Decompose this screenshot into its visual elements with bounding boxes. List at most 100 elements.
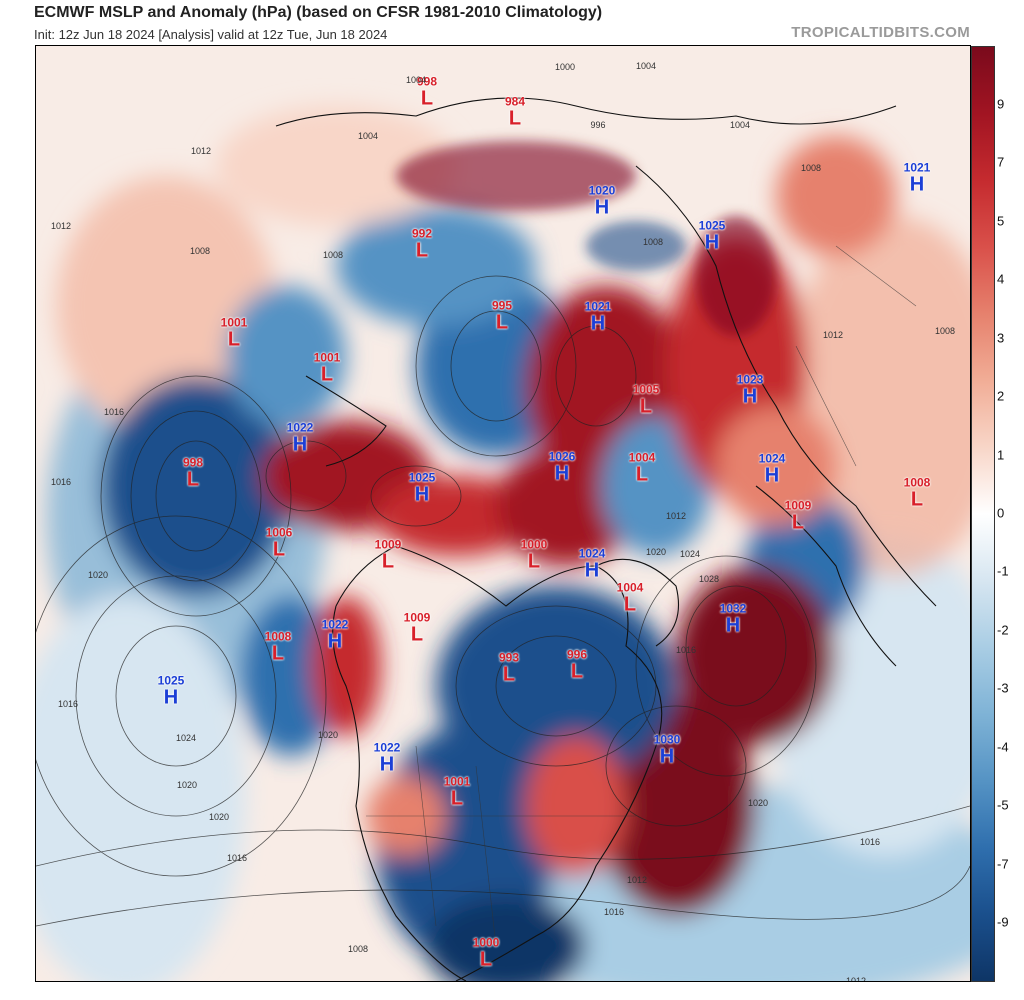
isobar-label: 1020	[87, 570, 109, 580]
pressure-value: 1009	[784, 498, 812, 513]
colorbar-tick-label: 4	[997, 271, 1005, 287]
pressure-value: 993	[498, 650, 520, 665]
isobar-label: 1012	[50, 221, 72, 231]
low-letter: L	[450, 787, 464, 810]
colorbar-tick-label: 7	[997, 154, 1005, 170]
pressure-value: 1025	[157, 673, 185, 688]
pressure-value: 998	[416, 74, 438, 89]
isobar-label: 1008	[934, 326, 956, 336]
isobar-label: 1016	[103, 407, 125, 417]
isobar-label: 1020	[208, 812, 230, 822]
pressure-center-high: 1024 H	[759, 453, 786, 486]
isobar-label: 1004	[729, 120, 751, 130]
isobar-label: 1016	[226, 853, 248, 863]
isobar-label: 1012	[190, 146, 212, 156]
high-letter: H	[594, 196, 610, 219]
isobar-label: 1004	[405, 75, 427, 85]
pressure-center-high: 1020 H	[589, 185, 616, 218]
source-credit: TROPICALTIDBITS.COM	[791, 24, 970, 41]
pressure-value: 1009	[374, 537, 402, 552]
pressure-value: 1006	[265, 525, 293, 540]
pressure-center-high: 1025 H	[409, 472, 436, 505]
high-letter: H	[163, 686, 179, 709]
low-letter: L	[635, 463, 649, 486]
low-letter: L	[381, 550, 395, 573]
low-letter: L	[227, 328, 241, 351]
low-letter: L	[186, 468, 200, 491]
isobar-label: 1024	[175, 733, 197, 743]
pressure-value: 1023	[736, 372, 764, 387]
high-letter: H	[327, 630, 343, 653]
mslp-anomaly-map[interactable]: 998 L 984 L 1020 H 1025 H 1021 H 992 L 995 L 10…	[35, 45, 971, 982]
anomaly-colorbar	[971, 46, 995, 982]
isobar-label: 1016	[57, 699, 79, 709]
pressure-value: 995	[491, 298, 513, 313]
pressure-value: 998	[182, 455, 204, 470]
low-letter: L	[479, 948, 493, 971]
low-letter: L	[639, 395, 653, 418]
pressure-value: 1009	[403, 610, 431, 625]
low-letter: L	[320, 363, 334, 386]
pressure-center-high: 1026 H	[549, 451, 576, 484]
pressure-center-low: 1004 L	[617, 582, 644, 615]
pressure-center-low: 1008 L	[904, 477, 931, 510]
isobar-label: 1016	[859, 837, 881, 847]
pressure-center-high: 1022 H	[322, 619, 349, 652]
low-letter: L	[570, 660, 584, 683]
colorbar-tick-label: -5	[997, 797, 1009, 813]
pressure-value: 1008	[903, 475, 931, 490]
pressure-value: 1032	[719, 601, 747, 616]
low-letter: L	[508, 107, 522, 130]
colorbar-tick-label: 3	[997, 330, 1005, 346]
pressure-center-high: 1021 H	[585, 301, 612, 334]
isobar-label: 1004	[357, 131, 379, 141]
low-letter: L	[791, 511, 805, 534]
pressure-center-high: 1032 H	[720, 603, 747, 636]
pressure-center-low: 984 L	[505, 96, 525, 129]
pressure-value: 1021	[584, 299, 612, 314]
high-letter: H	[554, 462, 570, 485]
pressure-center-low: 1009 L	[785, 500, 812, 533]
isobar-label: 1020	[645, 547, 667, 557]
pressure-value: 992	[411, 226, 433, 241]
pressure-value: 1024	[578, 546, 606, 561]
isobar-label: 1016	[675, 645, 697, 655]
pressure-value: 1005	[632, 382, 660, 397]
chart-subtitle: Init: 12z Jun 18 2024 [Analysis] valid a…	[34, 27, 388, 42]
isobar-label: 1016	[603, 907, 625, 917]
colorbar-tick-label: -3	[997, 680, 1009, 696]
pressure-center-high: 1023 H	[737, 374, 764, 407]
pressure-center-low: 1008 L	[265, 631, 292, 664]
high-letter: H	[414, 483, 430, 506]
colorbar-tick-labels: 9 7 5 4 3 2 1 0 -1 -2 -3 -4 -5 -7 -9	[997, 46, 1024, 980]
pressure-center-low: 996 L	[567, 649, 587, 682]
pressure-value: 1022	[321, 617, 349, 632]
colorbar-tick-label: -9	[997, 914, 1009, 930]
low-letter: L	[415, 239, 429, 262]
low-letter: L	[502, 663, 516, 686]
high-letter: H	[704, 231, 720, 254]
pressure-center-low: 998 L	[417, 76, 437, 109]
isobar-label: 1004	[635, 61, 657, 71]
high-letter: H	[764, 464, 780, 487]
colorbar-tick-label: 9	[997, 96, 1005, 112]
pressure-center-low: 998 L	[183, 457, 203, 490]
pressure-value: 1004	[616, 580, 644, 595]
pressure-value: 1000	[472, 935, 500, 950]
colorbar-tick-label: 5	[997, 213, 1005, 229]
pressure-value: 1020	[588, 183, 616, 198]
high-letter: H	[379, 753, 395, 776]
low-letter: L	[271, 642, 285, 665]
pressure-value: 984	[504, 94, 526, 109]
colorbar-tick-label: -7	[997, 856, 1009, 872]
colorbar-tick-label: 0	[997, 505, 1005, 521]
isobar-label: 1020	[176, 780, 198, 790]
isobar-label: 1000	[554, 62, 576, 72]
isobar-label: 1008	[347, 944, 369, 954]
colorbar-tick-label: 1	[997, 447, 1005, 463]
pressure-value: 996	[566, 647, 588, 662]
colorbar-tick-label: -2	[997, 622, 1009, 638]
pressure-center-high: 1025 H	[699, 220, 726, 253]
chart-title: ECMWF MSLP and Anomaly (hPa) (based on C…	[34, 4, 603, 21]
high-letter: H	[659, 745, 675, 768]
